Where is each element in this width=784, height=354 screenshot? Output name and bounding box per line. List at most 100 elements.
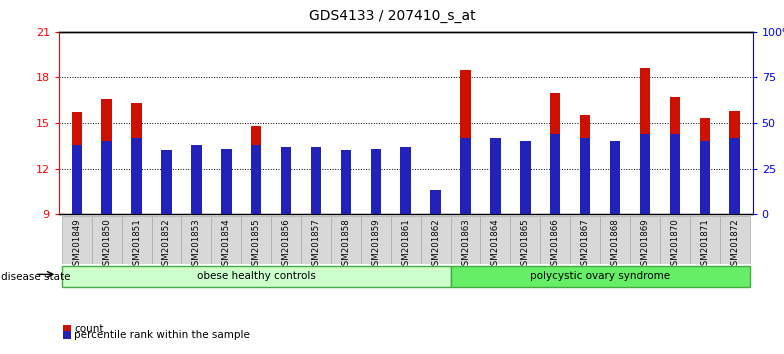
Bar — [520, 141, 531, 214]
Bar — [670, 97, 680, 214]
Bar — [92, 216, 122, 264]
Bar — [101, 141, 112, 214]
Bar — [520, 143, 531, 214]
Text: GSM201858: GSM201858 — [341, 218, 350, 271]
Bar — [481, 216, 510, 264]
Bar — [371, 169, 381, 214]
Bar — [181, 216, 212, 264]
Bar — [580, 138, 590, 214]
Bar — [490, 153, 501, 214]
Text: GSM201863: GSM201863 — [461, 218, 470, 271]
Bar — [490, 138, 501, 214]
Text: GSM201870: GSM201870 — [670, 218, 680, 271]
Bar — [212, 216, 241, 264]
Text: GSM201855: GSM201855 — [252, 218, 261, 271]
Bar — [610, 141, 620, 214]
Bar — [162, 150, 172, 214]
Bar — [421, 216, 451, 264]
Bar — [301, 216, 331, 264]
Bar — [390, 216, 421, 264]
Text: GSM201853: GSM201853 — [192, 218, 201, 271]
Bar — [361, 216, 390, 264]
Bar — [430, 210, 441, 214]
Text: GSM201851: GSM201851 — [132, 218, 141, 271]
Bar — [71, 112, 82, 214]
Text: GSM201871: GSM201871 — [700, 218, 710, 271]
Bar — [221, 153, 231, 214]
Bar — [281, 147, 292, 214]
Bar — [162, 176, 172, 214]
Bar — [630, 216, 660, 264]
Bar — [310, 147, 321, 214]
Text: count: count — [74, 324, 104, 334]
Bar — [729, 111, 740, 214]
Text: GSM201868: GSM201868 — [611, 218, 619, 271]
Bar — [271, 216, 301, 264]
Text: GSM201861: GSM201861 — [401, 218, 410, 271]
Bar — [550, 134, 561, 214]
Bar — [241, 216, 271, 264]
Bar — [720, 216, 750, 264]
Bar — [132, 138, 142, 214]
Text: GSM201857: GSM201857 — [311, 218, 321, 271]
Text: GSM201872: GSM201872 — [730, 218, 739, 271]
Bar — [310, 175, 321, 214]
Bar — [460, 138, 470, 214]
Bar — [151, 216, 181, 264]
Text: GSM201862: GSM201862 — [431, 218, 440, 271]
Bar — [341, 194, 351, 214]
Bar — [430, 190, 441, 214]
Text: GDS4133 / 207410_s_at: GDS4133 / 207410_s_at — [309, 9, 475, 23]
Bar — [221, 149, 231, 214]
Bar — [101, 99, 112, 214]
Bar — [699, 141, 710, 214]
Bar — [729, 138, 740, 214]
Text: percentile rank within the sample: percentile rank within the sample — [74, 330, 250, 340]
Text: GSM201850: GSM201850 — [102, 218, 111, 271]
Bar — [371, 149, 381, 214]
Bar — [460, 70, 470, 214]
Bar — [660, 216, 690, 264]
Bar — [610, 144, 620, 214]
Bar — [122, 216, 151, 264]
Bar — [550, 93, 561, 214]
Bar — [510, 216, 540, 264]
Text: GSM201869: GSM201869 — [641, 218, 649, 271]
Bar — [191, 145, 201, 214]
Text: polycystic ovary syndrome: polycystic ovary syndrome — [530, 272, 670, 281]
Bar — [251, 145, 261, 214]
Text: GSM201866: GSM201866 — [550, 218, 560, 271]
Bar — [71, 145, 82, 214]
Bar — [191, 156, 201, 214]
Bar — [401, 147, 411, 214]
Bar — [570, 216, 600, 264]
Bar — [451, 266, 750, 287]
Bar — [670, 134, 680, 214]
Text: GSM201865: GSM201865 — [521, 218, 530, 271]
Bar — [331, 216, 361, 264]
Bar — [132, 103, 142, 214]
Bar — [640, 134, 650, 214]
Text: GSM201864: GSM201864 — [491, 218, 500, 271]
Bar — [540, 216, 570, 264]
Bar — [451, 216, 481, 264]
Bar — [251, 126, 261, 214]
Text: GSM201856: GSM201856 — [281, 218, 291, 271]
Bar — [600, 216, 630, 264]
Bar — [699, 119, 710, 214]
Text: GSM201867: GSM201867 — [581, 218, 590, 271]
Text: GSM201859: GSM201859 — [372, 218, 380, 271]
Bar — [341, 150, 351, 214]
Text: GSM201849: GSM201849 — [72, 218, 82, 271]
Bar — [62, 216, 92, 264]
Bar — [401, 166, 411, 214]
Text: GSM201854: GSM201854 — [222, 218, 230, 271]
Text: GSM201852: GSM201852 — [162, 218, 171, 271]
Text: disease state: disease state — [1, 272, 71, 282]
Bar — [690, 216, 720, 264]
Bar — [640, 68, 650, 214]
Text: obese healthy controls: obese healthy controls — [197, 272, 316, 281]
Bar — [281, 164, 292, 214]
Bar — [62, 266, 451, 287]
Bar — [580, 115, 590, 214]
